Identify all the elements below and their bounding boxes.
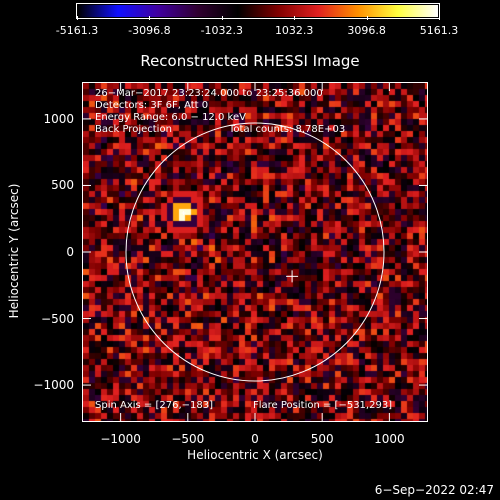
detectors-annotation: Detectors: 3F 6F, Att 0 (95, 100, 209, 111)
energy-annotation: Energy Range: 6.0 − 12.0 keV (95, 112, 246, 123)
spin-axis-marker (286, 270, 299, 283)
colorbar-tick (294, 16, 296, 20)
chart-title: Reconstructed RHESSI Image (140, 52, 360, 70)
x-tick-label: −500 (171, 432, 205, 446)
colorbar-tick (439, 16, 440, 20)
flare-source-marker (181, 211, 186, 216)
time-range-annotation: 26−Mar−2017 23:23:24.000 to 23:25:36.000 (95, 88, 323, 99)
x-tick-label: 500 (310, 432, 334, 446)
colorbar-tick-label: -3096.8 (128, 24, 171, 37)
method-annotation: Back Projection (95, 124, 172, 135)
colorbar-tick-label: -5161.3 (55, 24, 99, 37)
y-tick-label: 1000 (43, 111, 74, 126)
colorbar-tick (366, 16, 368, 20)
solar-disk-circle (125, 122, 385, 382)
plot-overlay (83, 83, 427, 421)
x-tick-label: 0 (251, 432, 259, 446)
colorbar-tick-label: 3096.8 (347, 24, 386, 37)
y-axis-label: Heliocentric Y (arcsec) (7, 183, 21, 319)
colorbar-tick-label: 1032.3 (274, 24, 314, 37)
counts-annotation: Total counts: 8.78E+03 (229, 124, 346, 135)
colorbar (76, 3, 440, 19)
colorbar-tick (77, 16, 78, 20)
y-tick-label: −500 (41, 311, 74, 326)
colorbar-tick (221, 16, 223, 20)
colorbar-gradient (78, 5, 438, 17)
colorbar-tick-label: 5161.3 (419, 24, 459, 37)
y-tick-label: 0 (66, 245, 74, 259)
y-tick-label: −1000 (33, 378, 74, 393)
flare-position-annotation: Flare Position = [−531,293] (253, 400, 393, 411)
heatmap-image (83, 83, 427, 421)
y-tick-label: 500 (51, 178, 74, 193)
colorbar-tick-label: -1032.3 (200, 24, 244, 37)
x-axis-label: Heliocentric X (arcsec) (187, 448, 323, 462)
x-tick-label: 1000 (374, 432, 405, 446)
x-tick-label: −1000 (100, 432, 141, 446)
spin-axis-annotation: Spin Axis = [276,−183] (95, 400, 214, 411)
footer-date: 6−Sep−2022 02:47 (374, 483, 494, 497)
colorbar-tick (149, 16, 151, 20)
plot-area: 26−Mar−2017 23:23:24.000 to 23:25:36.000… (82, 82, 428, 422)
